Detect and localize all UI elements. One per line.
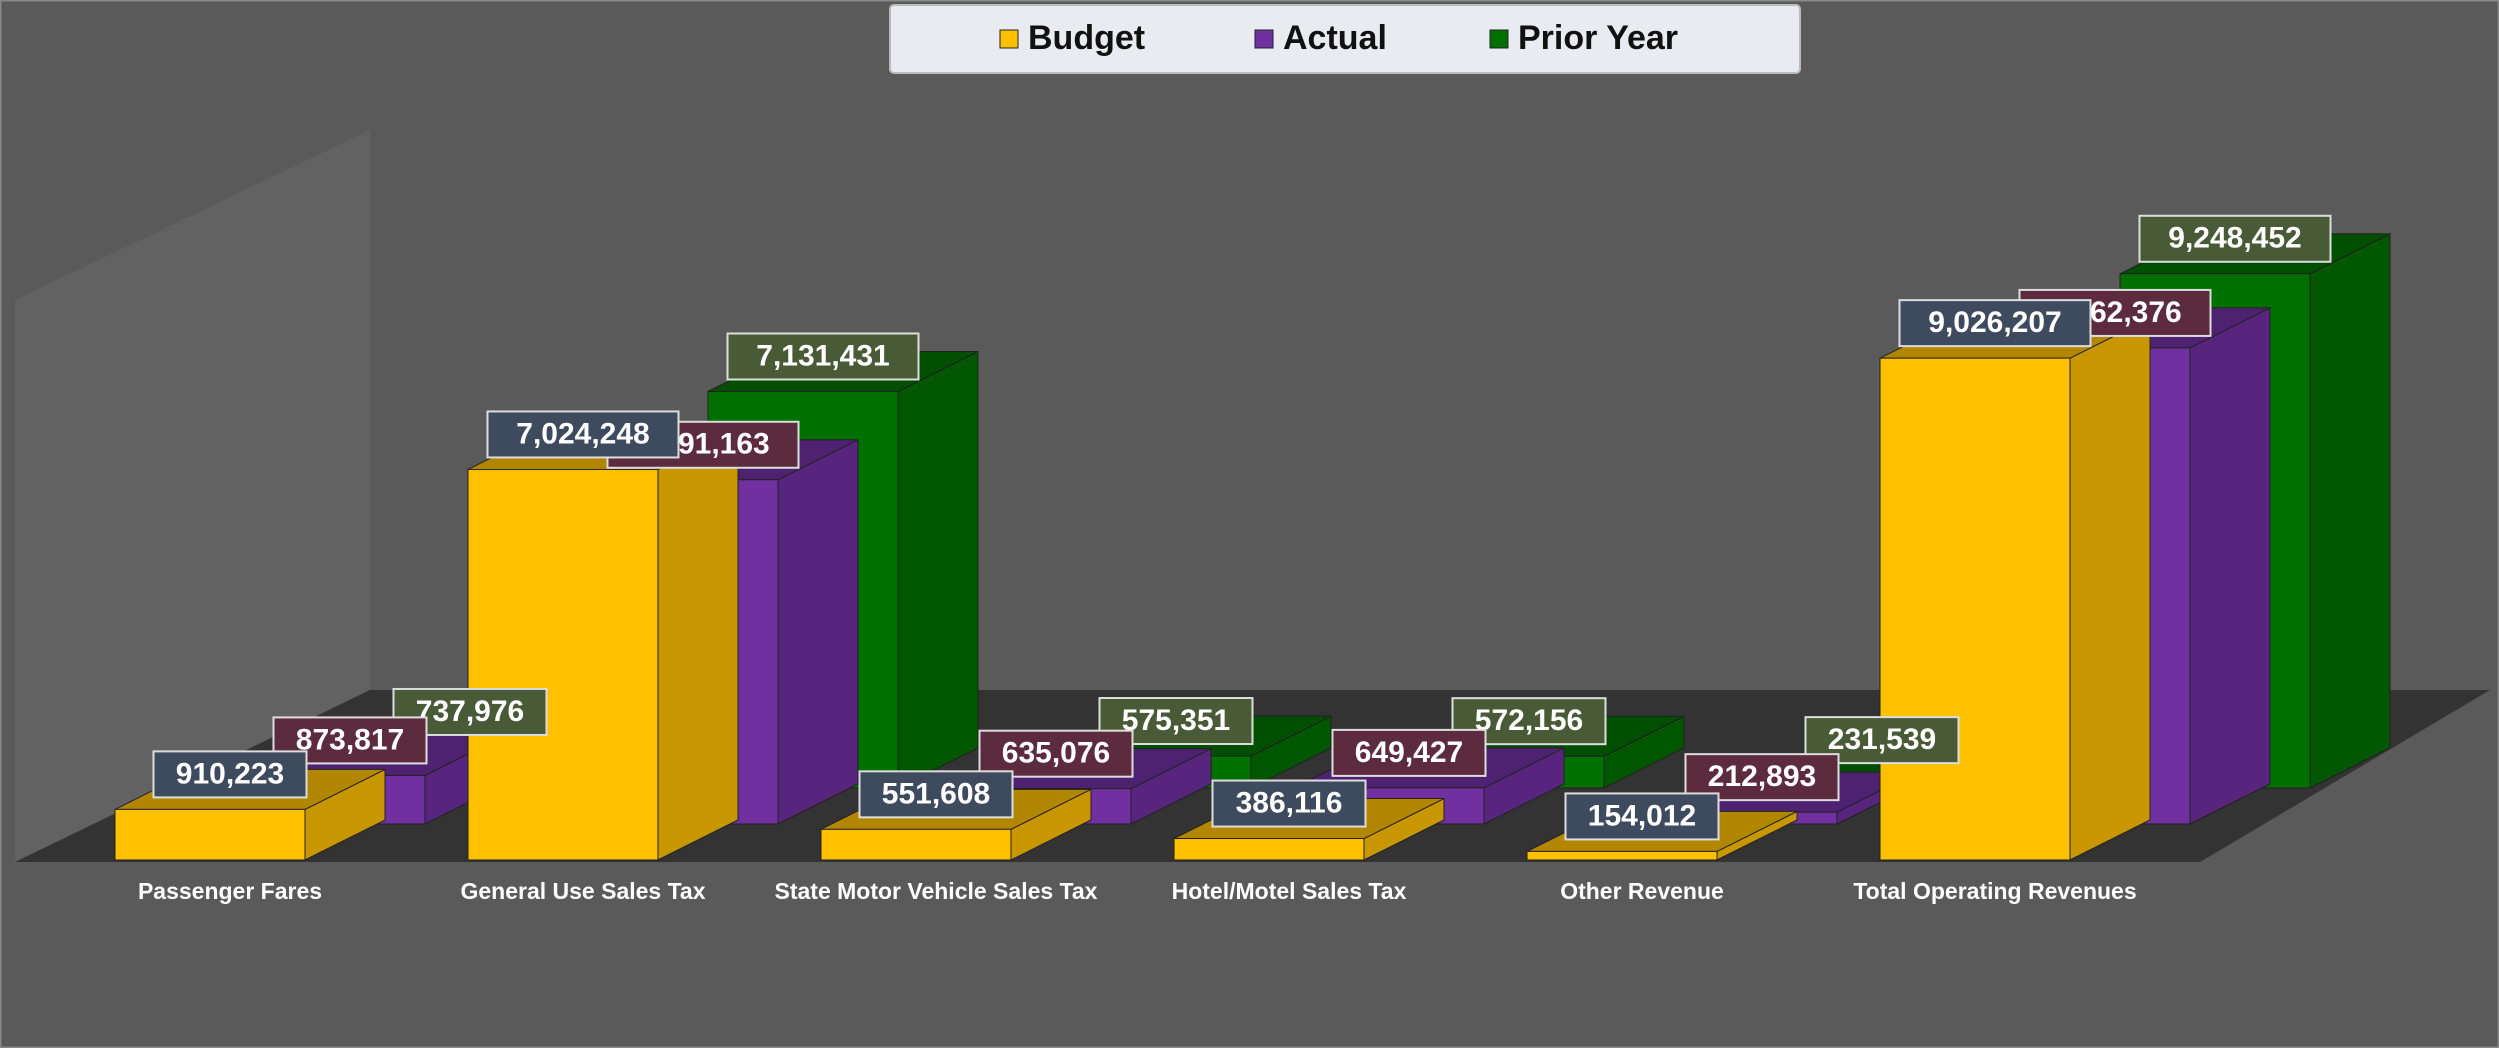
x-tick-label: Total Operating Revenues <box>1853 878 2136 904</box>
data-label: 575,351 <box>1122 704 1230 737</box>
legend-swatch <box>1254 29 1274 49</box>
bar <box>114 808 306 861</box>
legend-items: Budget Actual Prior Year <box>999 19 1678 57</box>
data-label: 737,976 <box>416 695 524 728</box>
x-tick-label: Hotel/Motel Sales Tax <box>1172 878 1407 904</box>
data-label: 910,223 <box>176 757 284 790</box>
data-label: 873,817 <box>296 723 404 756</box>
legend-swatch <box>1489 29 1509 49</box>
data-label-box <box>152 750 308 799</box>
data-label-box <box>1331 728 1487 777</box>
bars <box>114 232 2391 861</box>
legend-label: Actual <box>1283 19 1387 57</box>
data-label: 231,539 <box>1828 723 1936 756</box>
data-label: 9,248,452 <box>2168 222 2301 255</box>
legend-label: Prior Year <box>1518 19 1678 57</box>
bar-side <box>777 438 859 825</box>
data-label: 649,427 <box>1355 736 1463 769</box>
data-label-box <box>978 729 1134 778</box>
data-label: 551,608 <box>882 777 990 810</box>
data-label-box <box>2138 214 2332 263</box>
data-label: 7,131,431 <box>756 339 889 372</box>
data-label-box <box>858 770 1014 819</box>
bar <box>467 468 659 861</box>
data-label-box <box>726 332 920 381</box>
x-tick-label: Passenger Fares <box>138 878 322 904</box>
data-label-box <box>1804 716 1960 765</box>
bar <box>1526 850 1718 861</box>
bar <box>1879 357 2071 861</box>
x-tick-label: General Use Sales Tax <box>460 878 705 904</box>
legend <box>889 4 1801 74</box>
bar-side <box>2309 232 2391 789</box>
data-label-box <box>1898 299 2092 348</box>
data-label-box <box>1564 792 1720 841</box>
data-label-box <box>1451 697 1607 746</box>
bar <box>820 828 1012 861</box>
data-label-box <box>1211 779 1367 828</box>
data-label: 212,893 <box>1708 760 1816 793</box>
x-tick-label: State Motor Vehicle Sales Tax <box>775 878 1098 904</box>
data-label: 7,024,248 <box>516 417 649 450</box>
data-label: 635,076 <box>1002 737 1110 770</box>
data-label-box <box>486 410 680 459</box>
bar-side <box>2189 307 2271 825</box>
legend-label: Budget <box>1028 19 1145 57</box>
bar-side <box>657 428 739 861</box>
labels: 737,976 7,131,431 575,351 572,156 231,539 9,2… <box>152 214 2332 841</box>
legend-swatch <box>999 29 1019 49</box>
data-label: 9,026,207 <box>1928 306 2061 339</box>
back-wall <box>15 130 370 862</box>
data-label: 386,116 <box>1236 786 1343 819</box>
data-label: 154,012 <box>1588 799 1696 832</box>
x-tick-label: Other Revenue <box>1560 878 1724 904</box>
bar-side <box>897 350 979 789</box>
data-label: 572,156 <box>1475 704 1583 737</box>
bar-side <box>2069 317 2151 861</box>
bar <box>1173 838 1365 861</box>
